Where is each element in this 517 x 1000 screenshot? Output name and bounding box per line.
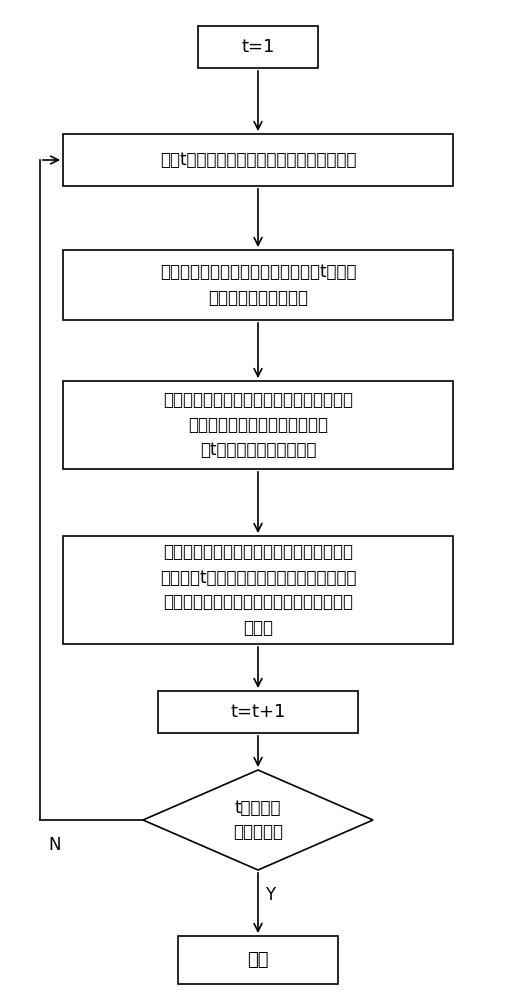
Text: 基于目标功率分配的初始基本原则，确定功
率型储能系统和能量型储能系统
在t时刻的初始目标出力值: 基于目标功率分配的初始基本原则，确定功 率型储能系统和能量型储能系统 在t时刻的…	[163, 391, 353, 459]
Bar	[198, 26, 318, 68]
Text: 基于模糊控制对功率型储能系统和能量型储
能系统的t时刻目标初始出力值进行优化，得
出功率型储能系统和能量型储能系统的目标
功率值: 基于模糊控制对功率型储能系统和能量型储 能系统的t时刻目标初始出力值进行优化，得…	[160, 544, 356, 637]
Bar	[158, 691, 358, 733]
Text: t=t+1: t=t+1	[230, 703, 286, 721]
Polygon shape	[143, 770, 373, 870]
Bar	[178, 936, 338, 984]
Text: 基于储能系统充放电控制策略，确定t时刻储
能系统的总目标功率值: 基于储能系统充放电控制策略，确定t时刻储 能系统的总目标功率值	[160, 263, 356, 306]
Text: t=1: t=1	[241, 38, 275, 56]
Text: 结束: 结束	[247, 951, 269, 969]
Text: N: N	[49, 836, 61, 854]
Bar	[63, 536, 453, 644]
Text: t是否达到
最大时刻数: t是否达到 最大时刻数	[233, 798, 283, 842]
Text: 获取t时刻的多类型储能系统各自的荷电状态: 获取t时刻的多类型储能系统各自的荷电状态	[160, 151, 356, 169]
Text: Y: Y	[265, 886, 275, 904]
Bar	[63, 250, 453, 320]
Bar	[63, 134, 453, 186]
Bar	[63, 381, 453, 469]
